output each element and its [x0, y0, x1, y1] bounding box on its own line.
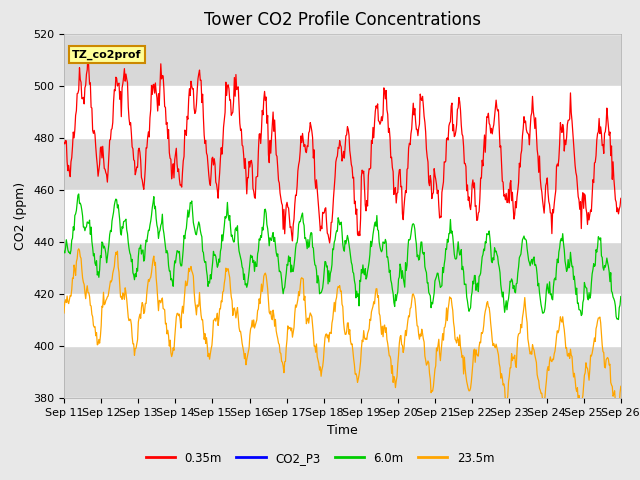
Legend: 0.35m, CO2_P3, 6.0m, 23.5m: 0.35m, CO2_P3, 6.0m, 23.5m: [141, 447, 499, 469]
Bar: [64, 138, 621, 190]
Title: Tower CO2 Profile Concentrations: Tower CO2 Profile Concentrations: [204, 11, 481, 29]
Bar: [64, 242, 621, 294]
X-axis label: Time: Time: [327, 424, 358, 437]
Text: TZ_co2prof: TZ_co2prof: [72, 49, 142, 60]
Y-axis label: CO2 (ppm): CO2 (ppm): [15, 182, 28, 250]
Bar: [64, 346, 621, 398]
Bar: [64, 34, 621, 86]
